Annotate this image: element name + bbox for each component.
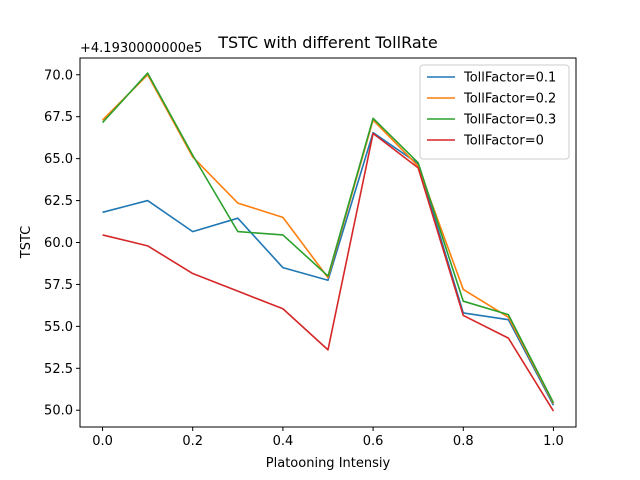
y-tick-label: 65.0 — [44, 152, 73, 167]
x-axis-label: Platooning Intensiy — [266, 456, 391, 471]
y-offset-label: +4.1930000000e5 — [80, 41, 202, 56]
y-tick-label: 70.0 — [44, 68, 73, 83]
legend-label-2: TollFactor=0.3 — [463, 113, 556, 128]
series-line-0 — [102, 131, 555, 406]
legend-label-3: TollFactor=0 — [463, 134, 544, 149]
y-tick-label: 60.0 — [44, 236, 73, 251]
y-axis: 50.0 52.5 55.0 57.5 60.0 62.5 65.0 67.5 70.0 — [44, 68, 80, 419]
x-axis: 0.0 0.2 0.4 0.6 0.8 1.0 — [92, 427, 564, 449]
x-tick-label: 0.6 — [363, 434, 384, 449]
y-tick-label: 62.5 — [44, 194, 73, 209]
y-tick-label: 57.5 — [44, 278, 73, 293]
series-line-2 — [101, 72, 555, 404]
legend: TollFactor=0.1 TollFactor=0.2 TollFactor=0… — [419, 64, 570, 160]
x-tick-label: 0.2 — [182, 434, 203, 449]
y-tick-label: 55.0 — [44, 320, 73, 335]
series-line-1 — [101, 73, 555, 404]
legend-label-1: TollFactor=0.2 — [463, 92, 556, 107]
y-tick-label: 52.5 — [44, 362, 73, 377]
y-tick-label: 50.0 — [44, 404, 73, 419]
x-tick-label: 1.0 — [543, 434, 564, 449]
legend-box — [419, 64, 570, 160]
x-tick-label: 0.4 — [273, 434, 294, 449]
plot-area — [101, 72, 555, 412]
series-line-3 — [102, 132, 555, 412]
y-tick-label: 67.5 — [44, 110, 73, 125]
y-axis-label: TSTC — [19, 226, 34, 259]
legend-label-0: TollFactor=0.1 — [463, 71, 556, 86]
chart-title: TSTC with different TollRate — [217, 33, 438, 52]
x-tick-label: 0.8 — [453, 434, 474, 449]
x-tick-label: 0.0 — [92, 434, 113, 449]
